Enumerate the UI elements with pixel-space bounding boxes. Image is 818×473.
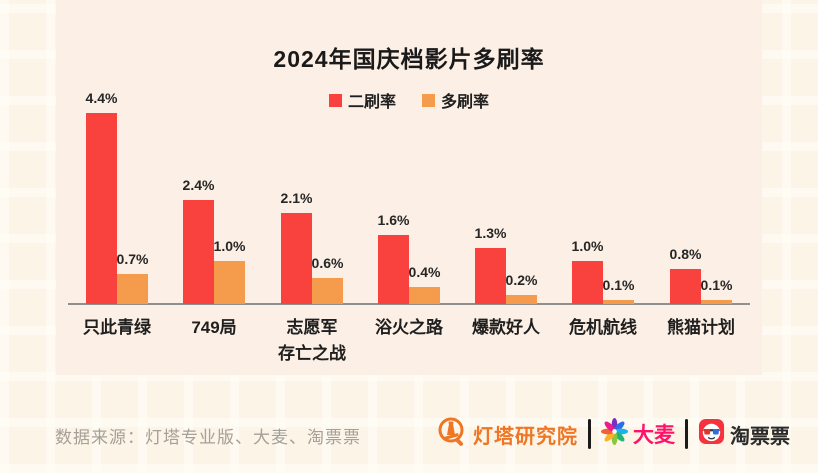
- category-label: 危机航线: [569, 318, 637, 337]
- bar-多刷率: [409, 287, 440, 304]
- bar-二刷率: [86, 113, 117, 304]
- bar-group-2: 2.4% 1.0%: [183, 69, 245, 304]
- bar-column: 0.6%: [312, 69, 343, 304]
- bar-value-label: 0.8%: [669, 246, 702, 262]
- bar-value-label: 0.6%: [311, 255, 344, 271]
- bar-group-6: 1.0% 0.1%: [572, 69, 634, 304]
- bar-group-4: 1.6% 0.4%: [378, 69, 440, 304]
- taopiaopiao-logo-text: 淘票票: [730, 425, 790, 448]
- bar-多刷率: [312, 278, 343, 304]
- bar-column: 0.8%: [670, 69, 701, 304]
- taopiaopiao-logo: 淘票票: [698, 418, 790, 450]
- category-label: 志愿军 存亡之战: [278, 318, 346, 363]
- legend-item-二刷率: 二刷率: [328, 88, 396, 112]
- bar-column: 0.2%: [506, 69, 537, 304]
- taopiaopiao-3d-glasses-icon: [698, 418, 725, 450]
- bar-value-label: 1.6%: [377, 212, 410, 228]
- bar-value-label: 0.1%: [602, 277, 635, 293]
- bar-group-5: 1.3% 0.2%: [475, 69, 537, 304]
- bar-二刷率: [378, 235, 409, 304]
- damai-logo-text: 大麦: [633, 424, 675, 447]
- category-label: 浴火之路: [375, 318, 443, 337]
- chart-title: 2024年国庆档影片多刷率: [273, 46, 545, 72]
- logo-separator: [685, 419, 688, 449]
- bar-value-label: 0.7%: [116, 251, 149, 267]
- bar-value-label: 1.0%: [213, 238, 246, 254]
- bar-value-label: 2.1%: [280, 190, 313, 206]
- bar-value-label: 2.4%: [182, 177, 215, 193]
- bar-多刷率: [701, 300, 732, 304]
- bar-多刷率: [603, 300, 634, 304]
- bar-二刷率: [281, 213, 312, 304]
- bar-二刷率: [670, 269, 701, 304]
- bar-column: 1.6%: [378, 69, 409, 304]
- category-label: 爆款好人: [472, 318, 540, 337]
- bar-多刷率: [506, 295, 537, 304]
- category-label: 只此青绿: [83, 318, 151, 337]
- bar-value-label: 4.4%: [85, 90, 118, 106]
- bar-column: 0.1%: [603, 69, 634, 304]
- bar-value-label: 1.0%: [571, 238, 604, 254]
- bar-column: 4.4%: [86, 69, 117, 304]
- x-axis-line: [68, 303, 750, 305]
- bar-column: 0.4%: [409, 69, 440, 304]
- bar-column: 1.3%: [475, 69, 506, 304]
- bar-二刷率: [475, 248, 506, 304]
- bar-value-label: 1.3%: [474, 225, 507, 241]
- bar-column: 2.1%: [281, 69, 312, 304]
- category-label: 749局: [191, 318, 237, 337]
- beacon-logo-text: 灯塔研究院: [473, 425, 578, 448]
- legend-item-多刷率: 多刷率: [422, 88, 489, 112]
- legend-label: 二刷率: [347, 94, 396, 111]
- bar-column: 1.0%: [572, 69, 603, 304]
- data-source-text: 数据来源：灯塔专业版、大麦、淘票票: [55, 428, 361, 447]
- legend-swatch: [422, 93, 435, 107]
- bar-value-label: 0.4%: [408, 264, 441, 280]
- bar-column: 1.0%: [214, 69, 245, 304]
- legend-label: 多刷率: [441, 94, 490, 111]
- chart-legend: 二刷率 多刷率: [56, 88, 762, 112]
- beacon-logo: 灯塔研究院: [436, 416, 578, 453]
- bar-value-label: 0.2%: [505, 272, 538, 288]
- damai-pinwheel-icon: [601, 418, 628, 450]
- bar-group-3: 2.1% 0.6%: [281, 69, 343, 304]
- logo-separator: [588, 419, 591, 449]
- bar-value-label: 0.1%: [700, 277, 733, 293]
- beacon-lighthouse-magnifier-icon: [436, 416, 468, 453]
- bar-column: 0.1%: [701, 69, 732, 304]
- bar-group-1: 4.4% 0.7%: [86, 69, 148, 304]
- bar-column: 0.7%: [117, 69, 148, 304]
- bar-column: 2.4%: [183, 69, 214, 304]
- bar-group-7: 0.8% 0.1%: [670, 69, 732, 304]
- bar-多刷率: [117, 274, 148, 304]
- legend-swatch: [328, 93, 342, 107]
- brand-logo-bar: 灯塔研究院 大麦: [436, 412, 790, 456]
- bar-二刷率: [572, 261, 603, 304]
- chart-card: [56, 0, 762, 375]
- bar-多刷率: [214, 261, 245, 304]
- category-label: 熊猫计划: [667, 318, 735, 337]
- damai-logo: 大麦: [601, 418, 675, 450]
- bar-二刷率: [183, 200, 214, 304]
